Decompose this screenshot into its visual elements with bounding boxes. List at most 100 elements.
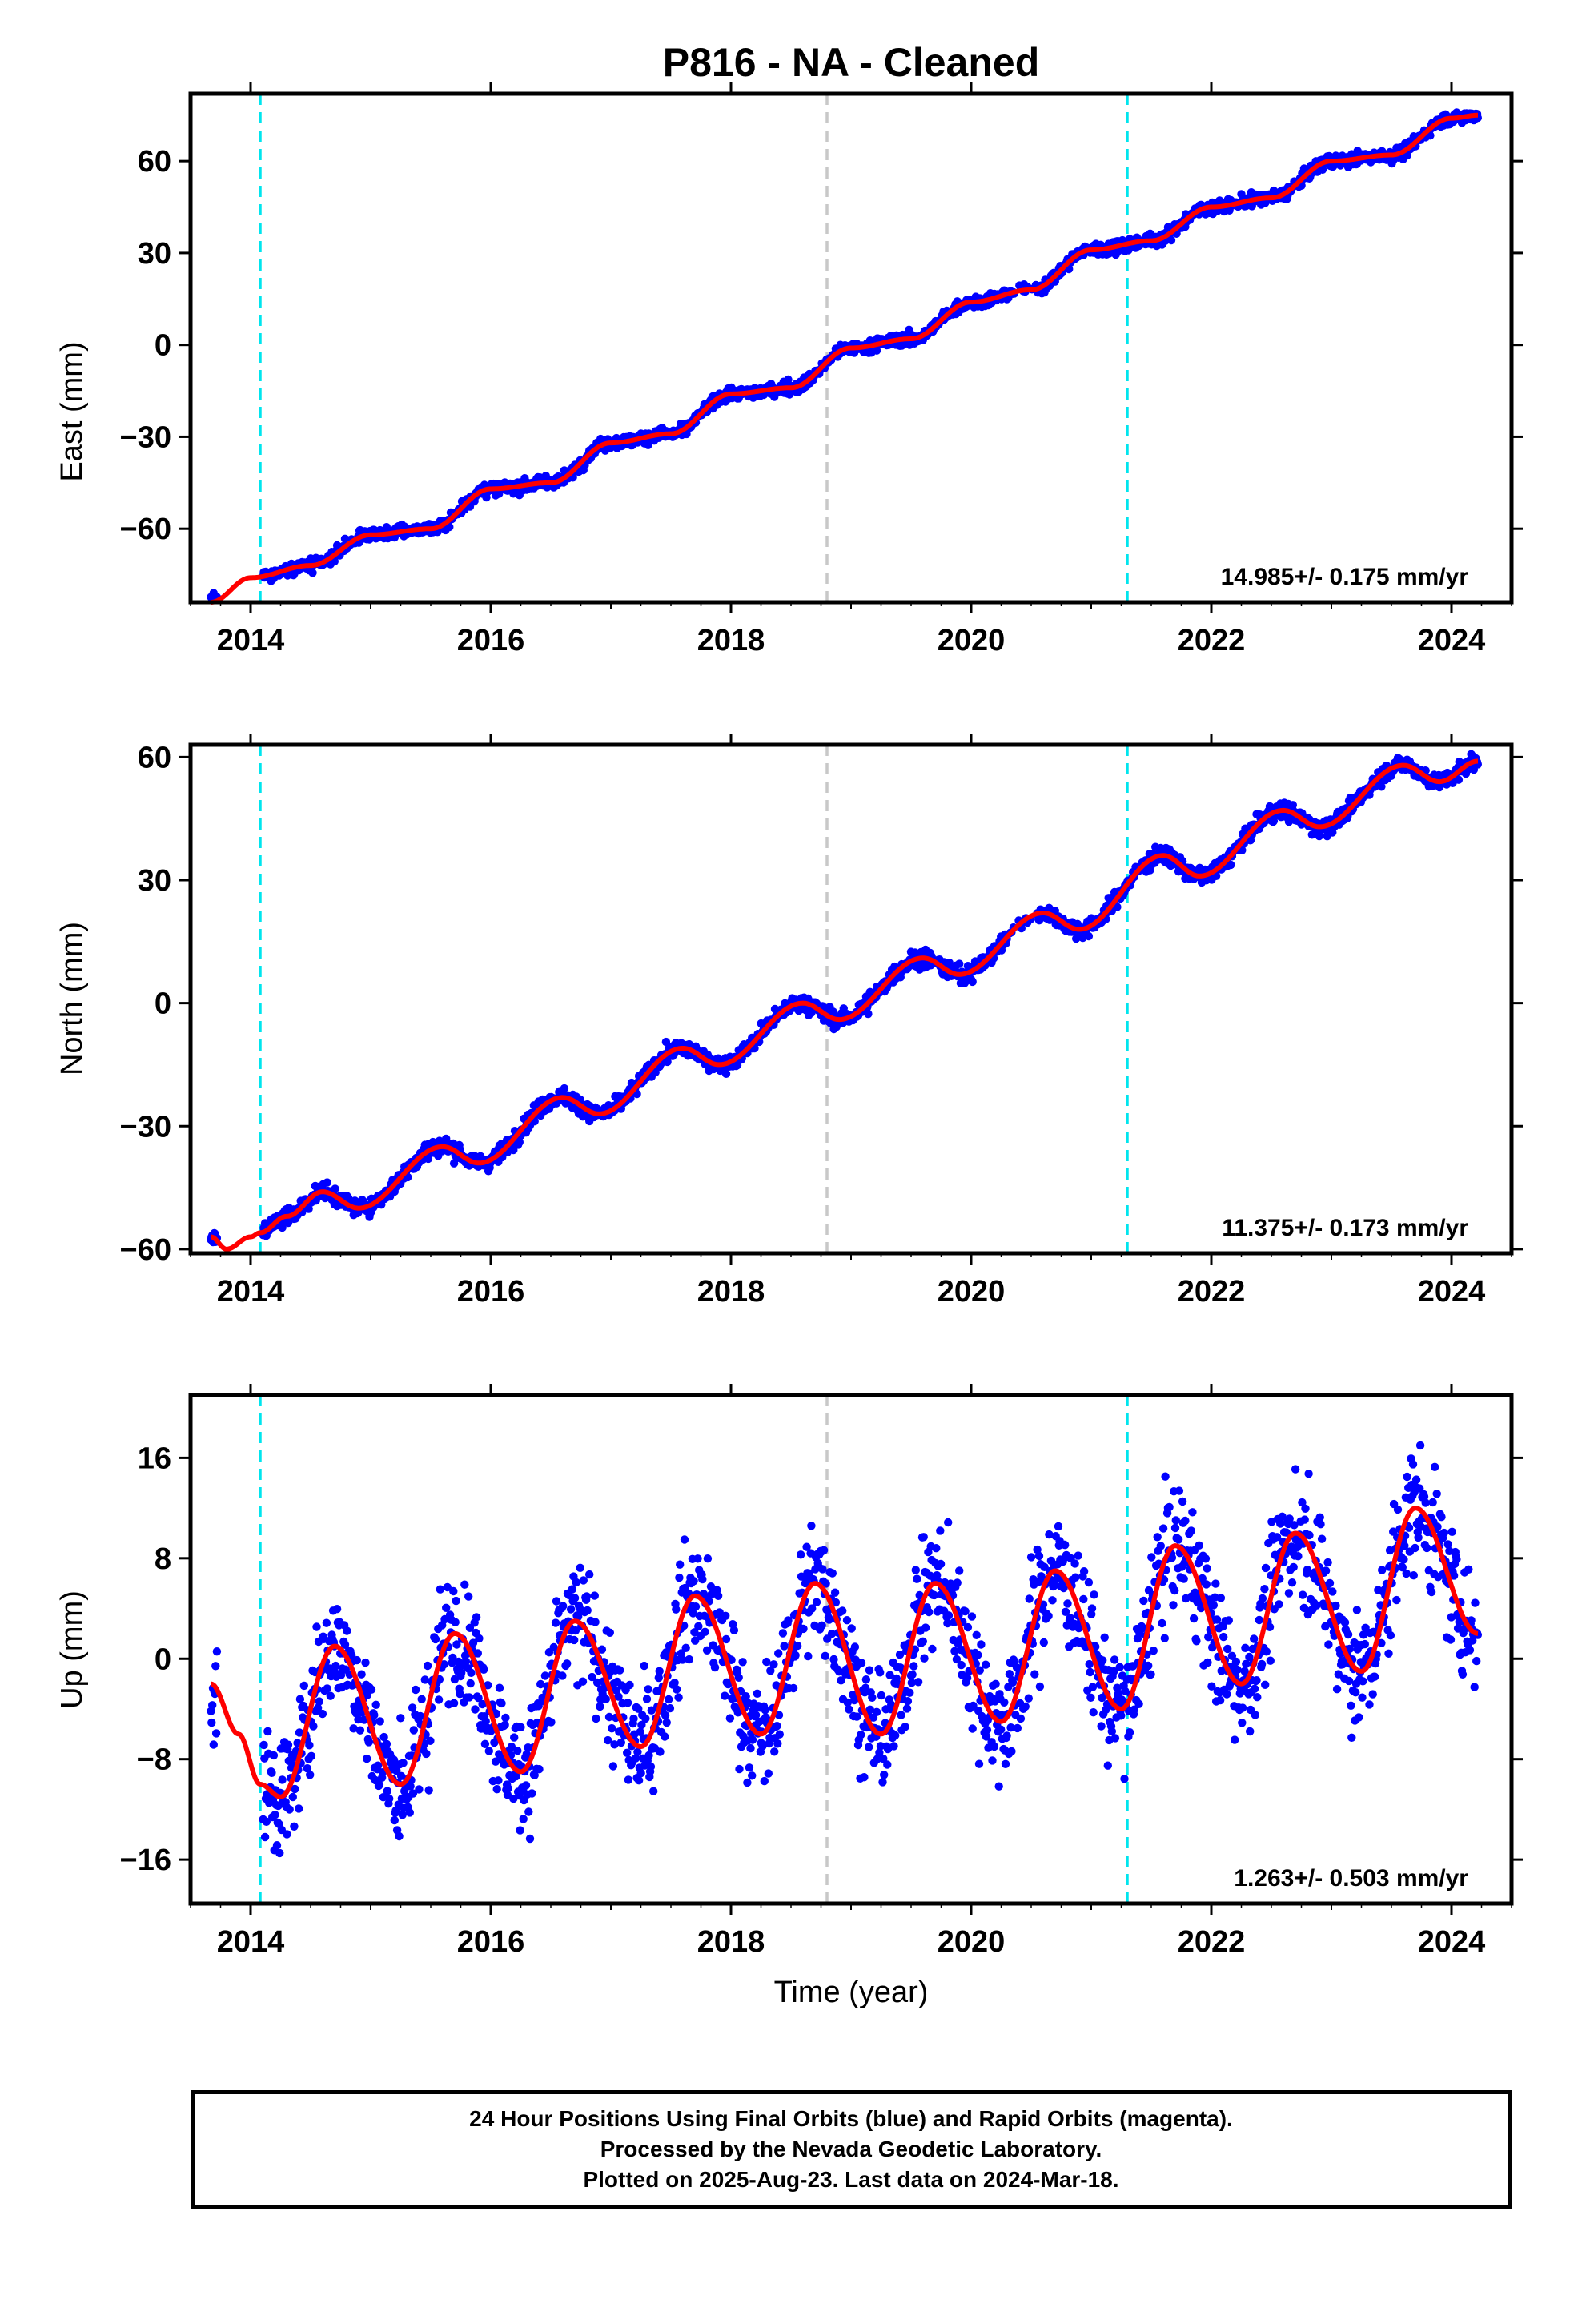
- data-point: [535, 1765, 544, 1774]
- data-point: [519, 1815, 528, 1823]
- data-point: [624, 1775, 633, 1784]
- data-point: [682, 429, 691, 439]
- data-point: [902, 1704, 912, 1713]
- data-point: [770, 1747, 779, 1756]
- data-point: [762, 1657, 771, 1667]
- data-point: [583, 1606, 592, 1615]
- data-point: [642, 1695, 652, 1703]
- data-point: [409, 1726, 418, 1735]
- data-point: [623, 1699, 632, 1707]
- y-tick-label: −30: [120, 420, 171, 454]
- data-point: [955, 1566, 964, 1575]
- data-point: [466, 1679, 475, 1688]
- data-point: [500, 1720, 509, 1730]
- data-point: [608, 1762, 618, 1771]
- data-point: [633, 1747, 642, 1756]
- panel-north: 2014 2016 2018 2020 2022 2024−60−3003060North…: [55, 734, 1523, 1309]
- data-point: [295, 1804, 303, 1813]
- data-point: [212, 1647, 222, 1656]
- data-point: [395, 1831, 404, 1841]
- data-point: [452, 1596, 460, 1606]
- data-point: [424, 1786, 433, 1795]
- data-point: [449, 1699, 459, 1707]
- data-point: [864, 1009, 873, 1019]
- data-point: [880, 1771, 889, 1779]
- data-point: [662, 1718, 671, 1727]
- data-point: [663, 1057, 672, 1067]
- data-point: [745, 1763, 754, 1772]
- data-point: [860, 1773, 869, 1782]
- data-point: [825, 1615, 833, 1624]
- data-point: [272, 1841, 282, 1850]
- data-point: [355, 1726, 365, 1735]
- data-point: [901, 1723, 909, 1731]
- data-point: [417, 1695, 426, 1703]
- data-point: [903, 1697, 913, 1706]
- data-point: [804, 1651, 813, 1661]
- data-point: [260, 1832, 270, 1842]
- data-point: [263, 1727, 272, 1736]
- data-point: [315, 1697, 323, 1706]
- data-point: [861, 1675, 871, 1684]
- data-point: [431, 1634, 440, 1644]
- data-point: [982, 1726, 992, 1735]
- data-point: [828, 1569, 837, 1578]
- data-point: [646, 1762, 656, 1771]
- data-point: [761, 1706, 769, 1715]
- data-point: [644, 1685, 652, 1694]
- model-curve: [210, 112, 1480, 605]
- data-point: [674, 1693, 683, 1702]
- data-point: [968, 977, 977, 987]
- data-point: [812, 1598, 821, 1606]
- data-point: [753, 1689, 761, 1698]
- data-point: [494, 1776, 503, 1785]
- y-tick-label: 30: [138, 237, 171, 271]
- data-point: [385, 1794, 394, 1803]
- data-point: [434, 1695, 444, 1704]
- data-point: [780, 1642, 789, 1651]
- data-point: [793, 1641, 802, 1651]
- data-point: [661, 1711, 670, 1720]
- data-point: [382, 1739, 391, 1748]
- data-point: [701, 1627, 709, 1637]
- data-point: [665, 1703, 675, 1713]
- data-point: [513, 1747, 522, 1755]
- y-tick-label: 60: [138, 145, 171, 179]
- data-point: [878, 1778, 887, 1787]
- data-point: [775, 1730, 784, 1739]
- data-point: [560, 1084, 569, 1093]
- data-point: [592, 1714, 600, 1723]
- data-point: [306, 1771, 315, 1779]
- data-point: [865, 1743, 873, 1751]
- data-point: [799, 1624, 808, 1634]
- data-point: [850, 1642, 860, 1651]
- data-point: [426, 1736, 435, 1745]
- data-point: [625, 1680, 634, 1690]
- data-point: [608, 1724, 616, 1733]
- data-point: [590, 1591, 599, 1600]
- data-point: [422, 1749, 431, 1759]
- data-point: [769, 1660, 778, 1669]
- data-point: [897, 1711, 905, 1719]
- data-point: [371, 1700, 380, 1709]
- x-tick-label: 2022: [1178, 1275, 1246, 1309]
- data-point: [521, 1781, 531, 1790]
- data-point: [331, 1184, 339, 1193]
- data-point: [991, 1679, 1000, 1688]
- data-point: [616, 1666, 624, 1675]
- data-point: [743, 1778, 752, 1787]
- data-point: [323, 1178, 331, 1187]
- data-point: [591, 1618, 600, 1626]
- data-point: [601, 1695, 610, 1703]
- data-point: [1007, 1747, 1016, 1756]
- data-point: [889, 1742, 898, 1751]
- data-point: [1013, 1723, 1022, 1733]
- data-point: [290, 1822, 299, 1831]
- data-point: [857, 1659, 866, 1667]
- data-point: [475, 1634, 484, 1643]
- data-point: [375, 1717, 384, 1726]
- y-tick-label: 0: [155, 987, 171, 1021]
- data-point: [672, 1685, 681, 1694]
